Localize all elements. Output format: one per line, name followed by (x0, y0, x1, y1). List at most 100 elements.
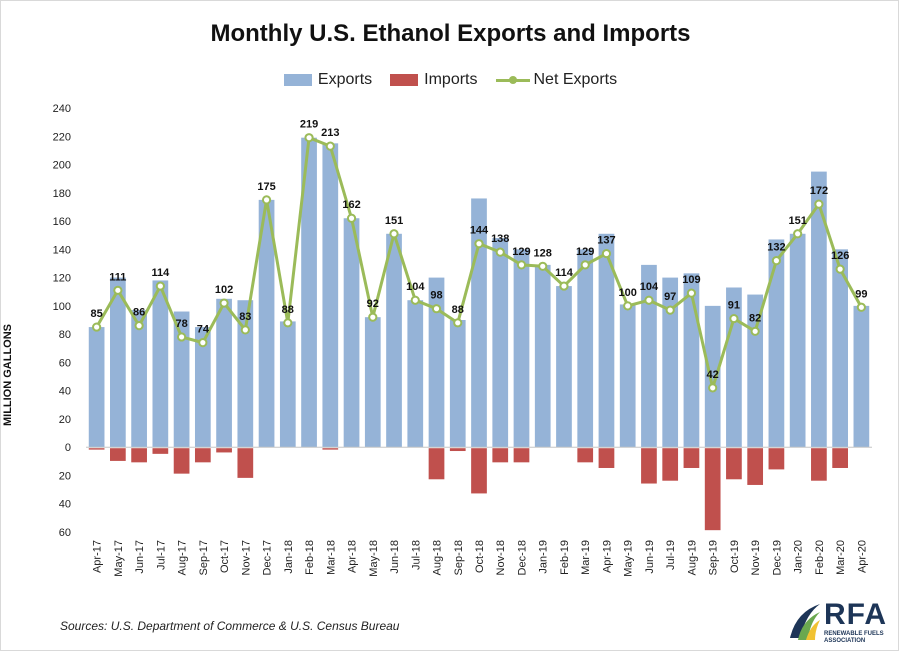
net-exports-point (198, 338, 208, 348)
import-bar (726, 448, 742, 480)
net-exports-data-label: 138 (491, 233, 509, 245)
export-bar (449, 320, 466, 448)
import-bar (513, 448, 530, 463)
net-exports-point (793, 229, 803, 239)
y-tick-label: 240 (53, 103, 71, 115)
net-exports-point (516, 260, 527, 270)
net-exports-point (134, 321, 144, 331)
export-bar (598, 233, 615, 448)
y-tick-label: 0 (65, 442, 71, 454)
legend: Exports Imports Net Exports (0, 71, 901, 89)
net-exports-data-label: 88 (282, 304, 294, 316)
import-bar (428, 448, 445, 480)
x-tick-label: Feb-20 (814, 540, 826, 575)
net-exports-data-label: 128 (534, 247, 552, 259)
net-exports-point (835, 264, 845, 274)
net-exports-point (368, 312, 378, 322)
x-tick-label: Mar-19 (580, 540, 592, 575)
x-tick-label: May-19 (623, 540, 635, 577)
net-exports-point (580, 260, 590, 270)
import-bar (683, 448, 700, 468)
import-bar (110, 448, 126, 461)
net-exports-point (410, 295, 420, 305)
export-bar (577, 249, 594, 448)
rfa-logo: RFA RENEWABLE FUELS ASSOCIATION (786, 598, 892, 646)
x-tick-label: Jul-17 (155, 540, 167, 570)
y-tick-label: 80 (59, 329, 71, 341)
net-exports-point (623, 301, 633, 311)
net-exports-data-label: 162 (342, 199, 360, 211)
x-tick-label: Sep-17 (198, 540, 210, 575)
net-exports-point (729, 313, 739, 324)
x-tick-label: Oct-17 (219, 540, 231, 573)
net-exports-data-label: 91 (728, 300, 740, 312)
legend-imports-label: Imports (424, 71, 478, 88)
export-bar (556, 286, 572, 448)
net-exports-data-label: 104 (406, 281, 425, 293)
x-tick-label: Jul-18 (410, 540, 422, 570)
import-bar (641, 448, 657, 484)
import-bar (811, 448, 827, 481)
net-exports-point (113, 285, 123, 295)
y-tick-label: 180 (53, 188, 71, 200)
export-bar (194, 327, 211, 448)
net-exports-data-label: 129 (512, 246, 530, 258)
x-tick-label: Jan-18 (283, 540, 295, 574)
x-tick-label: May-17 (113, 540, 125, 577)
net-exports-data-label: 111 (109, 271, 126, 283)
export-bar (407, 300, 424, 448)
net-exports-point (601, 248, 612, 259)
net-exports-data-label: 151 (788, 215, 806, 227)
net-exports-data-label: 97 (664, 291, 676, 303)
y-tick-label: 220 (53, 131, 71, 143)
import-bar (449, 448, 466, 452)
export-bar (641, 264, 657, 448)
import-bar (747, 448, 764, 485)
net-exports-data-label: 74 (197, 324, 210, 336)
y-tick-label: 60 (59, 357, 71, 369)
net-exports-point (92, 322, 102, 332)
x-tick-label: Jan-20 (793, 540, 805, 574)
legend-imports-swatch (390, 74, 419, 86)
legend-exports-label: Exports (317, 71, 373, 88)
export-bar (386, 233, 402, 448)
x-tick-label: Sep-18 (453, 540, 465, 575)
net-exports-data-label: 151 (385, 215, 403, 227)
x-tick-label: Dec-19 (771, 540, 783, 575)
rfa-logo-mark-icon (790, 604, 820, 640)
net-exports-point (644, 295, 654, 305)
export-bar (534, 264, 551, 448)
net-exports-data-label: 126 (831, 250, 849, 262)
net-exports-point (559, 281, 569, 291)
import-bar (237, 448, 254, 478)
y-tick-label: 40 (59, 386, 71, 398)
y-tick-label: 120 (53, 273, 71, 285)
import-bar (492, 448, 509, 463)
net-exports-data-label: 175 (257, 181, 275, 193)
export-bar (131, 310, 147, 448)
export-bar (301, 137, 317, 448)
net-exports-point (495, 247, 505, 257)
net-exports-point (431, 304, 442, 314)
y-tick-label: 20 (59, 414, 71, 426)
net-exports-data-label: 104 (640, 281, 659, 293)
x-tick-label: Dec-18 (516, 540, 528, 575)
net-exports-data-label: 114 (555, 267, 574, 279)
net-exports-point (240, 325, 250, 335)
export-bar (513, 249, 530, 448)
x-tick-label: Feb-19 (559, 540, 571, 575)
export-bar (322, 143, 339, 448)
net-exports-data-label: 82 (749, 312, 761, 324)
y-tick-label: 140 (53, 244, 71, 256)
x-tick-label: Jun-17 (134, 540, 146, 574)
net-exports-point (708, 383, 718, 393)
x-tick-label: May-18 (368, 540, 380, 577)
export-bar (428, 277, 445, 448)
net-exports-data-label: 98 (430, 290, 442, 302)
x-tick-label: Apr-20 (856, 540, 868, 573)
y-tick-label: 160 (53, 216, 71, 228)
net-exports-point (750, 326, 760, 336)
x-tick-label: Jun-18 (389, 540, 401, 574)
y-tick-label: 40 (59, 499, 71, 511)
